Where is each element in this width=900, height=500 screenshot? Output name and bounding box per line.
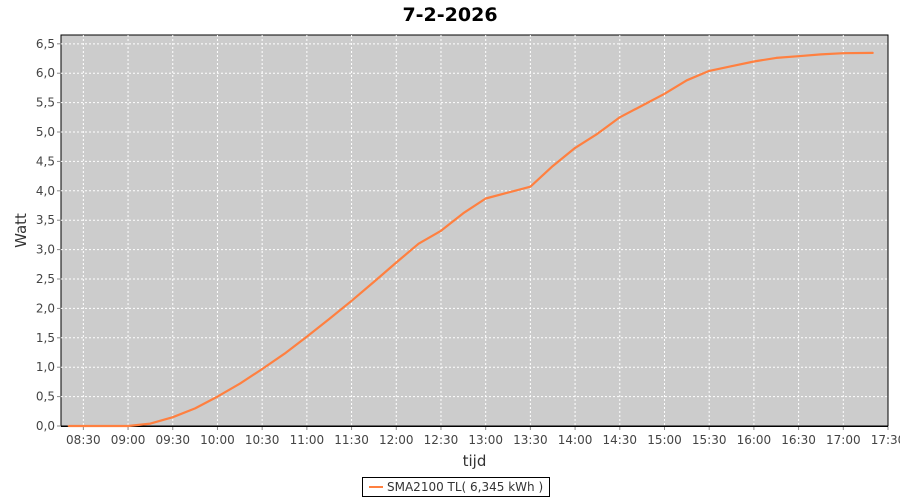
data-point (127, 425, 129, 427)
x-tick-label: 16:30 (781, 433, 816, 447)
x-tick-label: 17:30 (871, 433, 900, 447)
y-tick-label: 5,5 (36, 96, 55, 110)
legend-swatch (369, 486, 383, 488)
data-point (239, 382, 241, 385)
x-tick-label: 15:00 (647, 433, 682, 447)
x-tick-label: 15:30 (692, 433, 727, 447)
data-point (395, 261, 398, 264)
data-point (529, 185, 532, 188)
x-tick-label: 09:00 (111, 433, 146, 447)
x-tick-label: 12:00 (379, 433, 414, 447)
data-point (216, 395, 219, 398)
x-tick-label: 17:00 (826, 433, 861, 447)
data-point (872, 52, 874, 54)
data-point (261, 368, 263, 370)
data-point (194, 407, 196, 410)
data-point (306, 335, 308, 338)
data-point (641, 104, 643, 107)
plot-area (60, 34, 889, 427)
y-tick-label: 6,5 (36, 37, 55, 51)
x-tick-label: 10:30 (245, 433, 280, 447)
y-tick-label: 0,5 (36, 390, 55, 404)
y-tick-label: 1,0 (36, 360, 55, 374)
data-point (283, 352, 286, 355)
data-point (753, 60, 755, 63)
data-point (820, 53, 822, 56)
x-tick-label: 16:00 (737, 433, 772, 447)
x-tick-label: 10:00 (200, 433, 235, 447)
data-point (484, 197, 487, 200)
y-tick-label: 6,0 (36, 66, 55, 80)
data-point (417, 242, 420, 245)
data-point (775, 57, 778, 59)
x-tick-label: 08:30 (66, 433, 101, 447)
data-point (171, 416, 174, 418)
x-tick-label: 13:00 (468, 433, 503, 447)
data-point (328, 318, 331, 320)
x-tick-label: 11:30 (334, 433, 369, 447)
data-point (618, 116, 621, 119)
x-tick-label: 12:30 (424, 433, 459, 447)
data-point (350, 299, 353, 302)
data-point (551, 165, 554, 167)
y-tick-label: 3,5 (36, 213, 55, 227)
chart-title: 7-2-2026 (402, 4, 498, 26)
data-point (663, 92, 666, 95)
data-point (574, 147, 576, 149)
x-tick-label: 14:30 (602, 433, 637, 447)
y-tick-label: 1,5 (36, 331, 55, 345)
legend: SMA2100 TL( 6,345 kWh ) (362, 477, 551, 497)
x-tick-label: 13:30 (513, 433, 548, 447)
y-axis-label: Watt (12, 213, 30, 248)
data-point (440, 229, 442, 232)
x-axis-label: tijd (463, 452, 487, 470)
data-point (507, 191, 509, 194)
y-tick-label: 5,0 (36, 125, 55, 139)
data-point (67, 425, 70, 427)
data-point (373, 281, 375, 283)
legend-label: SMA2100 TL( 6,345 kWh ) (387, 480, 544, 494)
data-point (730, 65, 733, 67)
y-tick-label: 2,5 (36, 272, 55, 286)
y-tick-label: 4,0 (36, 184, 55, 198)
y-tick-label: 4,5 (36, 154, 55, 168)
data-point (596, 132, 599, 135)
y-tick-label: 2,0 (36, 301, 55, 315)
data-point (686, 79, 688, 82)
y-tick-label: 0,0 (36, 419, 55, 433)
data-point (149, 422, 152, 425)
x-tick-label: 14:00 (558, 433, 593, 447)
x-tick-label: 09:30 (155, 433, 190, 447)
data-point (708, 70, 710, 72)
data-point (462, 212, 465, 214)
x-tick-label: 11:00 (290, 433, 325, 447)
data-point (797, 55, 800, 57)
y-tick-label: 3,0 (36, 243, 55, 257)
data-point (842, 52, 845, 55)
